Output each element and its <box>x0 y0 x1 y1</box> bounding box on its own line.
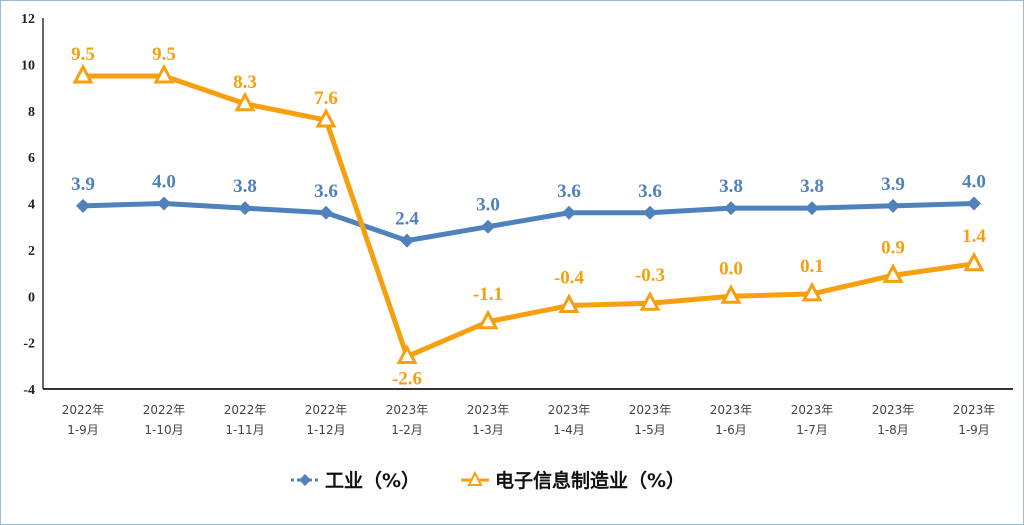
x-tick-label: 1-2月 <box>391 423 423 437</box>
y-tick-label: 8 <box>28 105 35 120</box>
x-tick-label: 2023年 <box>791 403 834 417</box>
x-tick-label: 2023年 <box>953 403 996 417</box>
y-tick-label: 10 <box>21 58 35 73</box>
data-label: 3.9 <box>71 174 95 195</box>
data-point-triangle <box>477 309 499 330</box>
x-tick-label: 2022年 <box>143 403 186 417</box>
x-tick-label: 2022年 <box>224 403 267 417</box>
x-tick-label: 1-12月 <box>306 423 345 437</box>
data-label: 3.8 <box>719 176 743 197</box>
data-label: 3.6 <box>557 181 581 202</box>
data-point-diamond <box>805 201 819 216</box>
x-tick-label: 1-9月 <box>958 423 990 437</box>
data-label: -2.6 <box>392 369 422 390</box>
data-point-triangle <box>720 284 742 304</box>
legend-label: 工业（%） <box>325 469 420 492</box>
data-point-triangle <box>234 91 256 112</box>
data-label: -0.4 <box>554 268 585 289</box>
data-point-diamond <box>724 201 738 216</box>
data-label: 7.6 <box>314 88 338 109</box>
data-label: -1.1 <box>473 284 503 305</box>
data-label: 8.3 <box>233 72 257 93</box>
x-tick-label: 1-4月 <box>553 423 585 437</box>
data-point-diamond <box>886 198 900 213</box>
y-tick-label: 6 <box>28 151 35 166</box>
data-label: 0.0 <box>719 258 743 279</box>
data-point-diamond <box>481 219 495 234</box>
data-point-triangle <box>963 251 985 272</box>
x-tick-label: 1-7月 <box>796 423 828 437</box>
y-tick-label: -4 <box>23 383 35 398</box>
x-tick-label: 1-6月 <box>715 423 747 437</box>
legend-label: 电子信息制造业（%） <box>495 469 685 492</box>
data-point-triangle <box>801 281 823 302</box>
data-point-diamond <box>400 233 414 248</box>
x-tick-label: 1-9月 <box>67 423 99 437</box>
data-label: 3.6 <box>638 181 662 202</box>
data-label: 9.5 <box>71 44 95 65</box>
data-point-triangle <box>882 263 904 283</box>
x-tick-label: 1-8月 <box>877 423 909 437</box>
data-point-triangle <box>153 63 175 84</box>
y-tick-label: 2 <box>28 244 35 259</box>
data-point-diamond <box>157 196 171 211</box>
x-tick-label: 2023年 <box>386 403 429 417</box>
legend-triangle-icon <box>467 470 483 486</box>
legend-diamond-icon <box>299 474 311 486</box>
data-point-triangle <box>72 63 94 84</box>
x-tick-label: 2023年 <box>548 403 591 417</box>
data-label: -0.3 <box>635 265 665 286</box>
data-point-diamond <box>319 205 333 220</box>
x-tick-label: 2023年 <box>710 403 753 417</box>
x-tick-label: 2023年 <box>467 403 510 417</box>
y-tick-label: 12 <box>21 12 35 27</box>
data-point-diamond <box>76 198 90 213</box>
data-point-diamond <box>967 196 981 211</box>
x-tick-label: 2023年 <box>629 403 672 417</box>
data-label: 9.5 <box>152 44 176 65</box>
data-label: 3.9 <box>881 174 905 195</box>
data-label: 1.4 <box>962 226 986 247</box>
legend: 工业（%） 电子信息制造业（%） <box>291 469 685 492</box>
data-label: 3.8 <box>800 176 824 197</box>
data-point-triangle <box>396 344 418 365</box>
x-tick-label: 2022年 <box>62 403 105 417</box>
data-label: 4.0 <box>152 172 176 193</box>
data-label: 0.9 <box>881 237 905 258</box>
data-label: 3.0 <box>476 195 500 216</box>
x-tick-label: 1-5月 <box>634 423 666 437</box>
x-tick-label: 2022年 <box>305 403 348 417</box>
y-tick-label: -2 <box>23 337 35 352</box>
data-point-triangle <box>639 291 661 311</box>
data-label: 0.1 <box>800 256 824 277</box>
data-point-triangle <box>558 293 580 314</box>
data-point-diamond <box>562 205 576 220</box>
series-line-electronics <box>83 73 975 360</box>
y-tick-label: 0 <box>28 290 35 305</box>
x-tick-label: 1-11月 <box>225 423 264 437</box>
data-point-diamond <box>238 201 252 216</box>
data-label: 3.8 <box>233 176 257 197</box>
data-label: 3.6 <box>314 181 338 202</box>
x-tick-label: 2023年 <box>872 403 915 417</box>
data-label: 4.0 <box>962 172 986 193</box>
x-tick-label: 1-10月 <box>144 423 183 437</box>
data-label: 2.4 <box>395 209 419 230</box>
series-line-industry <box>82 201 975 244</box>
y-tick-label: 4 <box>28 198 35 213</box>
data-point-diamond <box>643 205 657 220</box>
data-point-triangle <box>315 107 337 128</box>
x-tick-label: 1-3月 <box>472 423 504 437</box>
